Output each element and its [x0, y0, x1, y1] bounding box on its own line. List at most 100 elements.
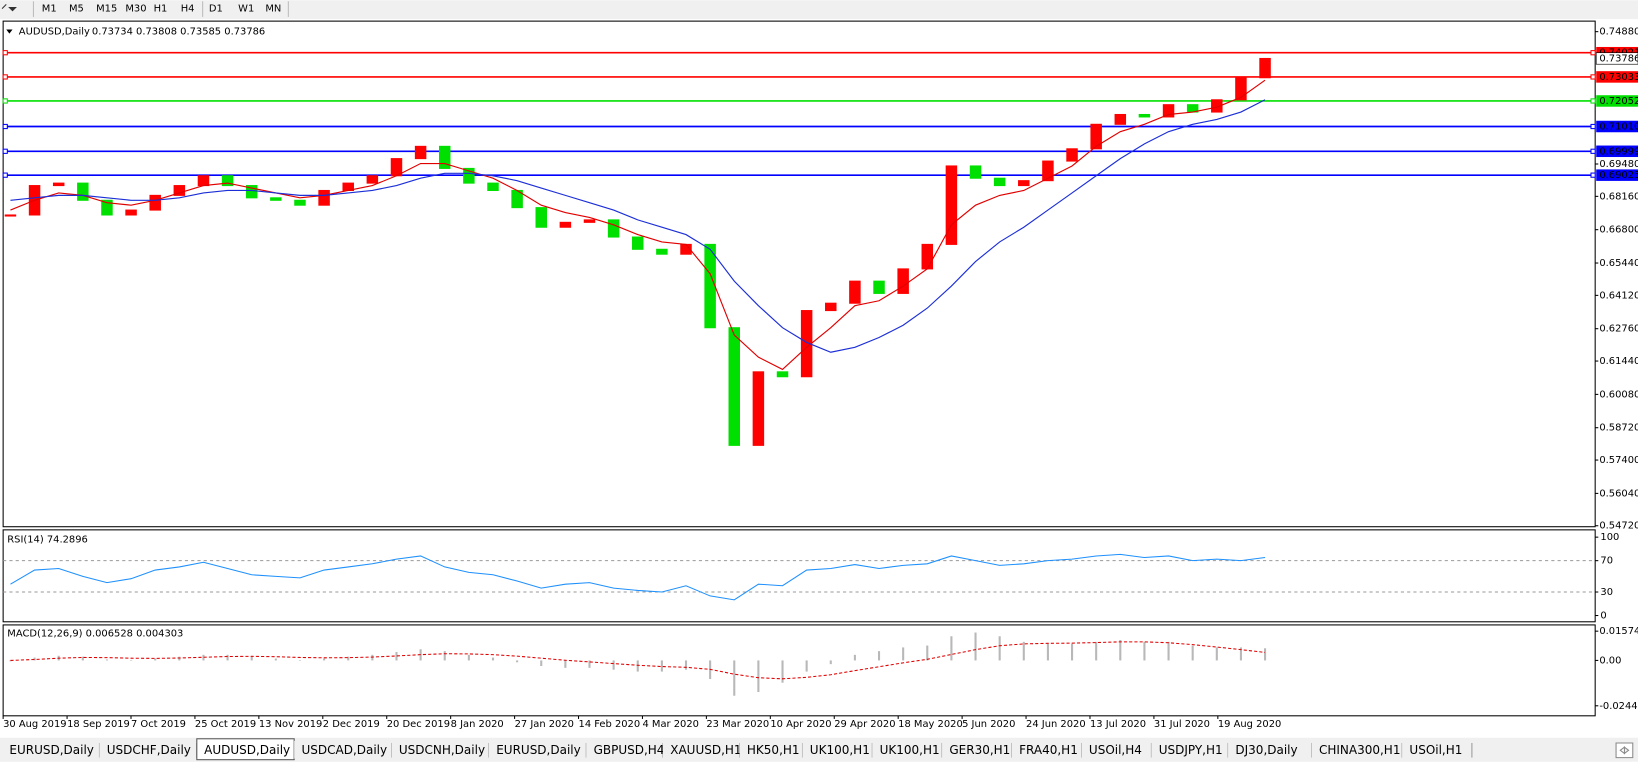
candle [921, 243, 934, 270]
macd-bar [347, 656, 350, 661]
timeframe-button[interactable]: H1 [154, 4, 168, 15]
macd-bar [805, 660, 808, 672]
x-tick-label: 4 Mar 2020 [642, 719, 699, 730]
y-tick-label: 0.56040 [1599, 488, 1638, 499]
tab-label[interactable]: USOil,H1 [1409, 743, 1462, 757]
level-handle [2, 123, 8, 130]
candle [969, 165, 982, 179]
candle [487, 182, 499, 191]
tab-label[interactable]: GBPUSD,H4 [594, 743, 665, 757]
macd-bar [202, 654, 205, 661]
y-tick-label: 30 [1600, 587, 1613, 598]
macd-bar [998, 636, 1001, 661]
tab-background [739, 740, 803, 759]
timeframe-button[interactable]: M15 [96, 4, 117, 15]
macd-bar [323, 658, 326, 661]
tab-scroll[interactable] [1615, 742, 1634, 759]
y-tick-label: 0.62760 [1599, 324, 1638, 335]
level-price-label: 0.72052 [1599, 96, 1638, 107]
tab-label[interactable]: UK100,H1 [880, 743, 940, 757]
x-tick-label: 7 Oct 2019 [131, 719, 186, 730]
timeframe-button[interactable]: M5 [69, 4, 84, 15]
tab-label[interactable]: GER30,H1 [949, 743, 1010, 757]
macd-bar [130, 660, 133, 661]
level-price-label: 0.69025 [1599, 170, 1638, 181]
macd-bar [588, 660, 591, 668]
timeframe-button[interactable]: M30 [125, 4, 146, 15]
tab[interactable]: FRA40,H1 [1011, 740, 1083, 759]
tab-label[interactable]: DJ30,Daily [1235, 743, 1297, 757]
tab[interactable]: CHINA300,H1 [1311, 740, 1403, 759]
tab-background [2, 740, 100, 759]
tab[interactable]: HK50,H1 [739, 740, 804, 759]
candle [149, 194, 161, 211]
tab-label[interactable]: USOil,H4 [1089, 743, 1142, 757]
tab-label[interactable]: USDCHF,Daily [107, 743, 191, 757]
macd-bar [9, 660, 12, 662]
rsi-label: RSI(14) 74.2896 [7, 534, 88, 545]
candle [1138, 113, 1151, 118]
tab-label[interactable]: AUDUSD,Daily [204, 743, 290, 757]
macd-bar [154, 658, 157, 661]
timeframe-button[interactable]: MN [265, 4, 281, 15]
macd-bar [1215, 647, 1218, 661]
tab-label[interactable]: USDCAD,Daily [301, 743, 387, 757]
tab-background [942, 740, 1012, 759]
candle [1235, 77, 1247, 101]
timeframe-button[interactable]: H4 [181, 4, 195, 15]
y-tick-label: 0.69480 [1599, 159, 1638, 170]
tab-label[interactable]: USDJPY,H1 [1159, 743, 1223, 757]
rsi-line [10, 553, 1266, 601]
tab[interactable]: USOil,H4 [1081, 740, 1152, 759]
timeframe-button[interactable]: D1 [209, 4, 223, 15]
tab[interactable]: USDCHF,Daily [99, 740, 198, 759]
macd-bar [612, 660, 615, 670]
tab-label[interactable]: EURUSD,Daily [496, 743, 581, 757]
tab[interactable]: EURUSD,Daily [2, 740, 100, 759]
tab[interactable]: UK100,H1 [872, 740, 943, 759]
y-tick-label: 0.64120 [1599, 290, 1638, 301]
macd-bar [684, 660, 688, 670]
tab-label[interactable]: CHINA300,H1 [1319, 743, 1401, 757]
tab-label[interactable]: EURUSD,Daily [9, 743, 94, 757]
symbol-title: AUDUSD,Daily [19, 27, 90, 38]
candle [125, 209, 137, 216]
tab-label[interactable]: XAUUSD,H1 [670, 743, 741, 757]
tab[interactable]: EURUSD,Daily [488, 740, 587, 759]
tab[interactable]: UK100,H1 [802, 740, 873, 759]
macd-bar [443, 651, 446, 661]
moving-average [10, 99, 1266, 353]
candle [632, 236, 644, 250]
tab[interactable]: USDJPY,H1 [1151, 740, 1229, 759]
y-tick-label: 100 [1600, 532, 1619, 543]
candle [535, 207, 547, 228]
tab[interactable]: GBPUSD,H4 [586, 740, 665, 759]
tab-label[interactable]: UK100,H1 [810, 743, 870, 757]
tab[interactable]: AUDUSD,Daily [196, 738, 295, 761]
tab-background [391, 740, 489, 759]
tab-label[interactable]: USDCNH,Daily [399, 743, 485, 757]
tab[interactable]: DJ30,Daily [1228, 740, 1313, 759]
tab-background [872, 740, 943, 759]
y-tick-label: 0.58720 [1599, 423, 1638, 434]
level-handle [1590, 172, 1596, 178]
macd-bar [226, 654, 229, 661]
tab[interactable]: XAUUSD,H1 [662, 740, 742, 759]
candle [52, 182, 65, 187]
tab[interactable]: USDCAD,Daily [294, 740, 393, 759]
tab-label[interactable]: HK50,H1 [747, 743, 800, 757]
macd-bar [105, 659, 108, 661]
toolbar [0, 0, 1638, 20]
level-price-box [1596, 71, 1638, 83]
timeframe-button[interactable]: W1 [238, 4, 254, 15]
tab[interactable]: GER30,H1 [942, 740, 1013, 759]
tab[interactable]: USDCNH,Daily [391, 740, 490, 759]
macd-bar [636, 660, 639, 672]
timeframe-button[interactable]: M1 [42, 4, 57, 15]
tab[interactable]: USOil,H1 [1402, 740, 1473, 759]
candle [825, 302, 837, 312]
tab-background [1081, 740, 1152, 759]
candle [704, 243, 716, 329]
tab-label[interactable]: FRA40,H1 [1019, 743, 1078, 757]
candle [245, 185, 258, 199]
